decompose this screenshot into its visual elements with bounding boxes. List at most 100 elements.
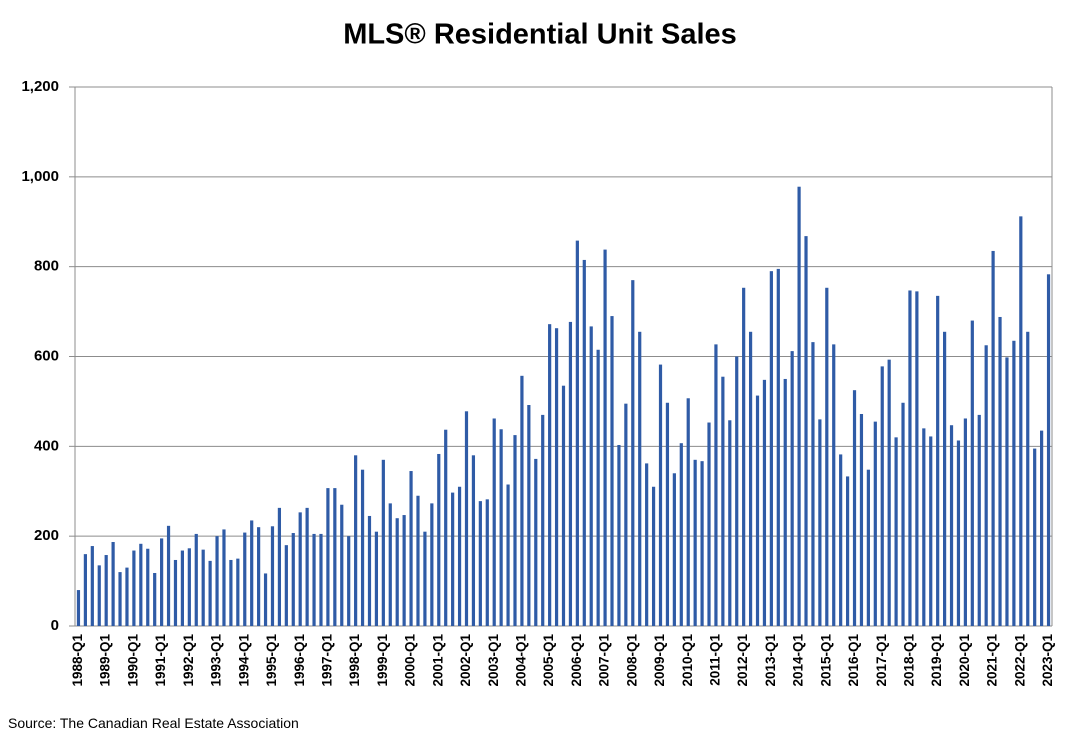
bar: [748, 331, 753, 626]
bar: [298, 512, 302, 626]
bar: [804, 236, 808, 626]
bar: [1019, 216, 1023, 627]
bar: [769, 271, 773, 626]
bar: [354, 455, 358, 626]
bar: [326, 488, 330, 626]
bar: [208, 560, 212, 626]
bar: [721, 376, 725, 626]
bar: [125, 567, 129, 626]
bar: [1040, 430, 1044, 626]
y-tick-label: 200: [34, 527, 59, 544]
x-tick-label: 1997-Q1: [319, 634, 334, 687]
x-tick-label: 2022-Q1: [1012, 634, 1027, 687]
bar: [416, 495, 420, 626]
bar: [693, 459, 697, 626]
x-tick-label: 1995-Q1: [264, 634, 279, 687]
y-tick-label: 400: [34, 437, 59, 454]
bar: [714, 344, 718, 626]
x-tick-label: 1993-Q1: [209, 634, 224, 687]
bar: [1012, 340, 1016, 626]
bar: [610, 316, 614, 626]
bar: [291, 533, 295, 626]
bar: [845, 476, 850, 626]
bar: [76, 590, 81, 626]
x-tick-label: 2021-Q1: [985, 634, 1000, 687]
x-tick-label: 1990-Q1: [125, 634, 140, 687]
bar: [430, 503, 434, 626]
bar: [541, 414, 545, 626]
x-tick-label: 2001-Q1: [430, 634, 445, 687]
bar: [998, 316, 1002, 626]
bar: [707, 422, 711, 626]
bar: [561, 385, 566, 626]
x-tick-label: 1998-Q1: [347, 634, 362, 687]
bar: [160, 538, 164, 626]
bar: [832, 344, 836, 626]
bar: [977, 414, 981, 626]
bar: [548, 324, 552, 626]
bar: [859, 413, 864, 626]
bar: [478, 501, 482, 626]
bar: [825, 287, 829, 626]
x-tick-label: 1991-Q1: [153, 634, 168, 687]
bar: [437, 453, 441, 626]
bar: [645, 463, 649, 626]
bar: [492, 418, 496, 626]
x-tick-label: 2020-Q1: [957, 634, 972, 687]
bar: [215, 536, 219, 626]
bar: [402, 515, 406, 626]
bar: [236, 558, 240, 626]
x-tick-label: 2011-Q1: [708, 634, 723, 686]
x-tick-label: 1994-Q1: [236, 634, 251, 687]
bar: [499, 429, 503, 626]
y-tick-label: 1,000: [21, 168, 59, 185]
bar: [624, 403, 628, 626]
bar: [257, 527, 261, 626]
x-tick-label: 2007-Q1: [597, 634, 612, 687]
bar: [485, 499, 489, 626]
x-tick-label: 1996-Q1: [292, 634, 307, 687]
bar: [915, 291, 919, 626]
bar: [527, 405, 531, 626]
bar: [388, 503, 392, 626]
bar: [818, 419, 822, 626]
bar: [153, 572, 157, 626]
x-tick-label: 2017-Q1: [874, 634, 889, 687]
x-tick-label: 2005-Q1: [541, 634, 556, 687]
bar: [638, 331, 642, 626]
bar: [118, 572, 122, 626]
bar: [1005, 357, 1009, 626]
bar: [409, 471, 413, 626]
bar: [658, 364, 663, 626]
x-tick-label: 1989-Q1: [98, 634, 113, 687]
bar: [852, 390, 857, 626]
bar: [284, 545, 288, 626]
x-tick-label: 2013-Q1: [763, 634, 778, 687]
bar: [395, 518, 399, 626]
bar: [222, 529, 226, 626]
bar: [970, 320, 974, 626]
bar: [166, 525, 171, 626]
bar: [243, 532, 247, 626]
x-tick-label: 2010-Q1: [680, 634, 695, 687]
bar: [991, 250, 995, 626]
x-tick-label: 1992-Q1: [181, 634, 196, 687]
x-tick-label: 2009-Q1: [652, 634, 667, 687]
bar: [700, 461, 704, 626]
x-tick-label: 1999-Q1: [375, 634, 390, 687]
bar: [589, 326, 593, 626]
bar: [464, 411, 469, 626]
bar: [104, 555, 108, 626]
bar: [679, 443, 683, 626]
bar: [554, 328, 559, 626]
bar: [111, 542, 115, 626]
bar: [887, 359, 891, 626]
bar: [374, 531, 379, 626]
bar: [963, 418, 967, 626]
y-tick-label: 600: [34, 347, 59, 364]
x-tick-label: 2000-Q1: [403, 634, 418, 687]
bar: [187, 548, 191, 626]
x-tick-label: 2002-Q1: [458, 634, 473, 687]
bar: [728, 420, 732, 626]
